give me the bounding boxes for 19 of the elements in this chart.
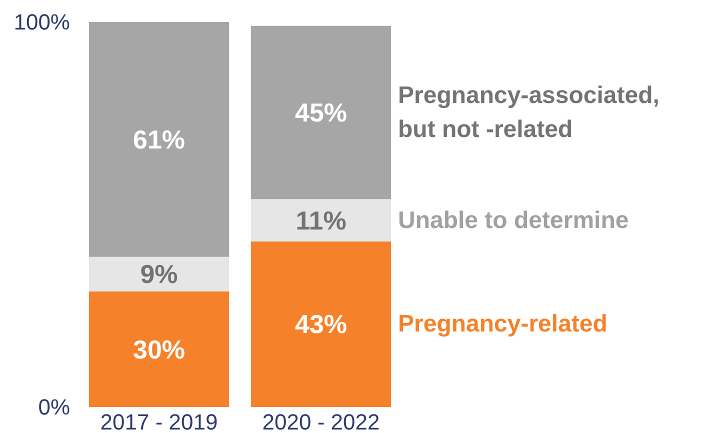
data-label: 45%	[294, 97, 348, 128]
x-tick-label: 2020 - 2022	[262, 410, 380, 433]
bar	[251, 241, 391, 407]
bar	[89, 22, 229, 257]
bar	[251, 26, 391, 200]
data-label: 61%	[132, 124, 186, 154]
y-tick-label: 0%	[38, 394, 70, 420]
x-tick-label: 2017 - 2019	[100, 410, 218, 433]
series-label: Pregnancy-associated, but not -related	[398, 82, 666, 143]
data-label: 30%	[132, 334, 186, 364]
data-label: 43%	[294, 309, 348, 340]
bar	[251, 199, 391, 242]
series-label: Unable to determine	[398, 206, 629, 234]
y-tick-label: 100%	[14, 10, 70, 34]
data-label: 9%	[140, 259, 178, 290]
bar	[89, 292, 229, 407]
bar	[89, 256, 229, 292]
series-label: Pregnancy-related	[398, 310, 608, 338]
data-label: 11%	[296, 205, 346, 236]
